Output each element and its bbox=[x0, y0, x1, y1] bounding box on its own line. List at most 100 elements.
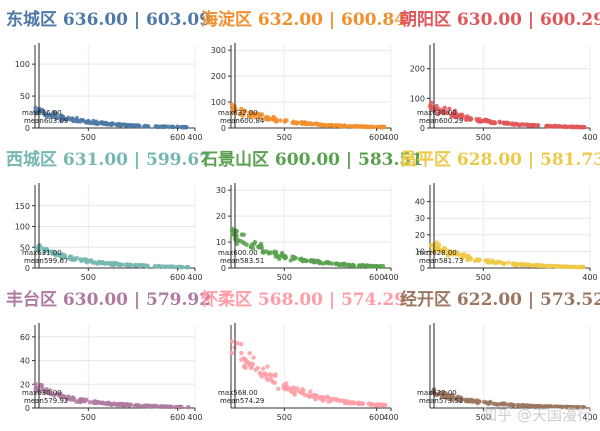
data-point bbox=[265, 364, 270, 369]
chart-title: 经开区 622.00 | 573.52 bbox=[400, 289, 600, 310]
data-point bbox=[261, 371, 267, 377]
data-point bbox=[43, 113, 49, 118]
data-point bbox=[274, 118, 279, 124]
data-point bbox=[237, 111, 243, 117]
data-point bbox=[291, 254, 297, 260]
chart-panel-1: 东城区 636.00 | 603.09 0 50 100 600 500 400 max636… bbox=[6, 9, 211, 142]
x-tick-label: 400 bbox=[383, 273, 398, 282]
data-point bbox=[563, 124, 568, 129]
data-point bbox=[533, 262, 539, 268]
data-point bbox=[105, 122, 110, 127]
data-point bbox=[428, 243, 434, 248]
data-point bbox=[164, 404, 169, 409]
data-point bbox=[184, 264, 189, 270]
data-point bbox=[170, 124, 175, 130]
data-point bbox=[442, 105, 447, 111]
data-point bbox=[230, 106, 236, 111]
x-tick-label: 500 bbox=[81, 133, 96, 142]
y-tick-label: 20 bbox=[415, 231, 425, 240]
data-point bbox=[300, 258, 305, 264]
data-point bbox=[369, 124, 374, 129]
data-point bbox=[502, 401, 507, 406]
data-point bbox=[300, 388, 306, 393]
data-point bbox=[545, 124, 550, 129]
data-point bbox=[233, 231, 238, 237]
data-point bbox=[340, 261, 346, 267]
data-point bbox=[284, 381, 289, 386]
data-point bbox=[125, 402, 131, 408]
data-point bbox=[272, 249, 277, 254]
chart-title: 海淀区 632.00 | 600.84 bbox=[201, 9, 406, 30]
data-point bbox=[136, 403, 142, 408]
data-point bbox=[54, 251, 59, 256]
data-point bbox=[249, 242, 255, 247]
data-point bbox=[88, 258, 93, 263]
data-point bbox=[261, 250, 267, 255]
data-point bbox=[519, 262, 524, 268]
data-point bbox=[99, 120, 104, 126]
data-point bbox=[268, 250, 274, 255]
data-point bbox=[59, 113, 64, 119]
data-point bbox=[356, 401, 362, 407]
data-point bbox=[454, 395, 460, 400]
x-tick-label: 500 bbox=[277, 133, 292, 142]
data-point bbox=[278, 118, 283, 123]
y-tick-label: 20 bbox=[216, 212, 226, 221]
x-tick-label: 600 bbox=[369, 413, 384, 422]
data-point bbox=[468, 116, 474, 121]
max-label: max636.00 bbox=[22, 109, 62, 117]
data-point bbox=[84, 260, 89, 265]
mean-label: mean583.51 bbox=[220, 257, 264, 265]
data-point bbox=[257, 371, 263, 376]
x-tick-label: 600 bbox=[369, 273, 384, 282]
data-point bbox=[238, 341, 244, 347]
data-point bbox=[141, 403, 146, 409]
data-point bbox=[54, 391, 60, 396]
data-point bbox=[98, 400, 103, 406]
x-tick-label: 500 bbox=[81, 273, 96, 282]
data-point bbox=[487, 260, 492, 265]
max-label: max622.00 bbox=[417, 389, 457, 397]
mean-label: mean574.29 bbox=[220, 397, 264, 405]
data-point bbox=[428, 100, 434, 105]
y-tick-label: 0 bbox=[25, 404, 30, 413]
chart-panel-2: 海淀区 632.00 | 600.84 0 100 200 300 600 500 400 ma… bbox=[170, 9, 406, 142]
x-tick-label: 400 bbox=[383, 413, 398, 422]
data-point bbox=[153, 264, 159, 269]
data-point bbox=[250, 246, 256, 251]
data-point bbox=[179, 264, 184, 270]
data-point bbox=[460, 112, 465, 118]
data-point bbox=[162, 124, 168, 129]
chart-panel-4: 西城区 631.00 | 599.67 0 50 100 150 600 500 400 max… bbox=[6, 150, 211, 282]
chart-title: 昌平区 628.00 | 581.73 bbox=[400, 150, 600, 170]
data-point bbox=[66, 394, 71, 399]
data-point bbox=[569, 264, 574, 270]
max-label: max628.00 bbox=[417, 249, 457, 257]
data-point bbox=[465, 398, 470, 404]
data-point bbox=[101, 401, 107, 406]
data-point bbox=[137, 123, 142, 129]
y-tick-label: 0 bbox=[221, 124, 226, 133]
data-point bbox=[434, 103, 439, 109]
data-point bbox=[329, 396, 335, 401]
data-point bbox=[242, 365, 248, 370]
mean-label: mean581.73 bbox=[419, 257, 463, 265]
max-label: max631.00 bbox=[22, 249, 62, 257]
x-tick-label: 400 bbox=[582, 413, 597, 422]
y-tick-label: 10 bbox=[415, 247, 425, 256]
data-point bbox=[304, 121, 309, 127]
data-point bbox=[534, 404, 539, 409]
data-point bbox=[515, 403, 520, 408]
data-point bbox=[507, 402, 512, 408]
max-label: max632.00 bbox=[218, 109, 258, 117]
chart-title: 朝阳区 630.00 | 600.29 bbox=[400, 9, 600, 30]
chart-title: 西城区 631.00 | 599.67 bbox=[6, 150, 211, 170]
data-point bbox=[540, 404, 545, 409]
data-point bbox=[42, 246, 47, 251]
data-point bbox=[513, 122, 518, 127]
data-point bbox=[537, 263, 542, 268]
data-point bbox=[113, 402, 118, 407]
data-point bbox=[524, 122, 529, 127]
data-point bbox=[443, 109, 449, 115]
data-point bbox=[318, 122, 324, 128]
